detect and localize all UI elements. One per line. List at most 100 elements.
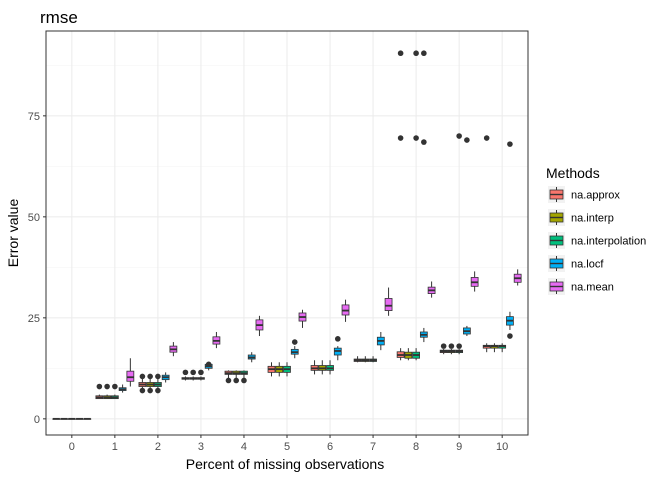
box-na.locf-5: [290, 339, 299, 359]
box-na.interp-8: [404, 348, 413, 361]
x-tick-label: 4: [241, 441, 247, 453]
outlier-point: [104, 383, 110, 390]
box-body: [126, 370, 135, 382]
box-na.interp-1: [103, 383, 111, 400]
box-series: [52, 50, 522, 420]
box-na.locf-6: [333, 336, 342, 361]
legend-label: na.interpolation: [571, 236, 646, 248]
legend-item-na.interpolation: na.interpolation: [548, 232, 646, 249]
outlier-point: [413, 135, 419, 141]
box-na.mean-7: [384, 287, 393, 316]
outlier-point: [241, 377, 247, 384]
box-na.mean-3: [212, 331, 221, 349]
y-axis-title: Error value: [5, 199, 21, 268]
legend-item-na.interp: na.interp: [548, 209, 614, 226]
box-na.interp-4: [232, 370, 241, 384]
x-tick-label: 10: [496, 441, 508, 453]
box-na.mean-2: [169, 342, 178, 357]
box-na.approx-3: [181, 369, 190, 381]
outlier-point: [155, 373, 161, 380]
y-tick-label: 25: [28, 313, 40, 325]
box-na.locf-9: [463, 137, 471, 337]
box-na.interpolation-0: [67, 417, 76, 420]
x-tick-label: 8: [413, 441, 419, 453]
box-na.approx-0: [52, 417, 61, 420]
outlier-point: [483, 135, 490, 141]
box-na.locf-7: [376, 331, 385, 351]
outlier-point: [448, 343, 455, 349]
box-na.mean-5: [298, 309, 307, 328]
box-na.locf-3: [204, 361, 213, 371]
outlier-point: [507, 141, 513, 147]
x-tick-label: 9: [456, 441, 462, 453]
box-na.interpolation-1: [110, 383, 119, 400]
y-tick-label: 50: [28, 212, 40, 224]
box-na.interpolation-7: [369, 356, 377, 363]
outlier-point: [397, 135, 404, 141]
outlier-point: [397, 50, 404, 57]
box-na.interp-9: [447, 343, 456, 355]
box-na.interpolation-3: [197, 369, 205, 381]
box-na.locf-8: [419, 50, 428, 343]
box-na.mean-4: [255, 315, 264, 337]
outlier-point: [334, 336, 341, 342]
box-na.approx-9: [439, 343, 448, 355]
legend-item-na.locf: na.locf: [548, 255, 604, 272]
chart-title: rmse: [40, 8, 78, 27]
x-tick-label: 5: [284, 441, 290, 453]
box-na.interpolation-9: [455, 133, 464, 355]
box-na.approx-6: [310, 360, 319, 375]
x-tick-label: 1: [112, 441, 118, 453]
box-na.approx-10: [482, 135, 491, 353]
outlier-point: [464, 137, 470, 143]
x-axis-title: Percent of missing observations: [186, 456, 384, 472]
box-na.locf-10: [506, 141, 514, 339]
box-na.interpolation-4: [240, 370, 248, 384]
outlier-point: [190, 369, 196, 376]
legend-title: Methods: [546, 165, 600, 181]
box-na.mean-8: [427, 281, 436, 298]
box-na.locf-1: [118, 384, 127, 393]
box-na.interp-3: [189, 369, 198, 381]
box-na.mean-9: [470, 271, 479, 292]
x-tick-label: 3: [198, 441, 204, 453]
outlier-point: [147, 373, 153, 380]
outlier-point: [139, 387, 146, 394]
outlier-point: [205, 361, 212, 368]
box-na.interpolation-6: [326, 360, 334, 375]
box-na.mean-0: [83, 417, 92, 420]
box-na.interp-6: [318, 360, 327, 375]
x-axis: 0 1 2 3 4 5 6 7 8 9 10: [69, 435, 508, 453]
outlier-point: [182, 369, 189, 376]
legend-label: na.mean: [571, 282, 614, 294]
outlier-point: [147, 387, 153, 394]
y-tick-label: 75: [28, 111, 40, 123]
box-na.locf-4: [247, 352, 256, 363]
box-na.approx-2: [138, 373, 147, 394]
box-na.interp-0: [60, 417, 68, 420]
outlier-point: [421, 50, 427, 57]
outlier-point: [456, 343, 462, 349]
box-na.interpolation-5: [283, 362, 291, 377]
x-tick-label: 6: [327, 441, 333, 453]
box-na.approx-7: [353, 356, 362, 363]
outlier-point: [421, 139, 427, 145]
box-na.interpolation-8: [412, 50, 420, 361]
box-na.mean-1: [126, 358, 135, 387]
y-tick-label: 0: [34, 414, 40, 426]
outlier-point: [413, 50, 419, 57]
outlier-point: [233, 377, 240, 384]
box-na.interpolation-10: [498, 343, 507, 353]
box-body: [384, 298, 393, 311]
box-na.interp-7: [361, 356, 370, 363]
box-na.mean-6: [341, 299, 350, 322]
box-na.interp-10: [490, 343, 499, 353]
legend-label: na.interp: [571, 213, 614, 225]
box-na.approx-4: [224, 370, 233, 384]
box-na.approx-8: [396, 50, 405, 361]
box-na.approx-5: [267, 362, 276, 377]
box-na.approx-1: [95, 383, 104, 400]
outlier-point: [198, 369, 204, 376]
outlier-point: [155, 387, 161, 394]
box-na.locf-2: [161, 372, 170, 383]
